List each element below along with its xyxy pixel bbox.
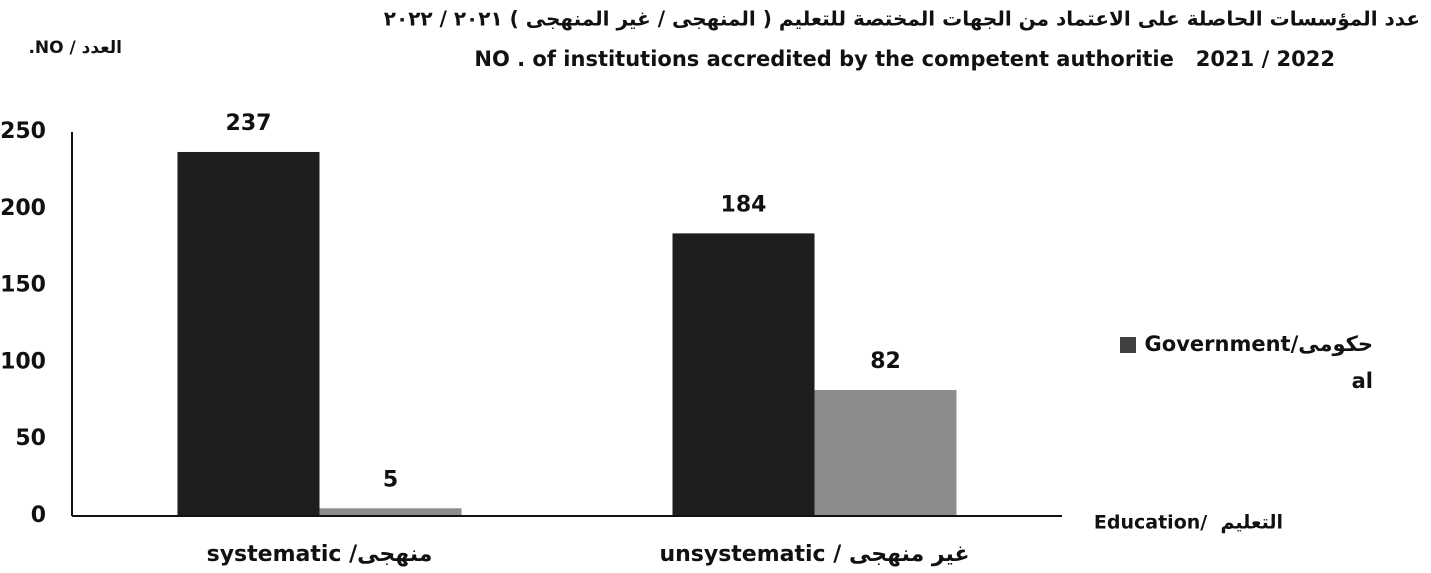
y-tick-label: 250: [0, 119, 46, 144]
data-label: 5: [383, 467, 398, 492]
legend-label-continuation: al: [1352, 369, 1373, 393]
bar: [814, 390, 957, 516]
data-label: 237: [226, 111, 272, 136]
y-tick-label: 200: [0, 196, 46, 221]
data-label: 82: [870, 349, 901, 374]
bar: [672, 233, 815, 516]
x-tick-label: منهجى/ systematic: [207, 542, 433, 567]
y-axis-label: العدد / NO.: [28, 38, 122, 58]
y-tick-label: 150: [0, 273, 46, 298]
bar: [319, 508, 462, 516]
y-tick-label: 0: [31, 503, 46, 528]
chart-title: عدد المؤسسات الحاصلة على الاعتماد من الج…: [384, 7, 1420, 31]
x-tick-label: غير منهجى / unsystematic: [659, 542, 969, 567]
data-label: 184: [721, 192, 767, 217]
legend-label: حكومى/Government: [1145, 332, 1373, 356]
bar: [177, 151, 320, 516]
y-tick-label: 50: [15, 426, 46, 451]
legend-swatch: [1120, 337, 1136, 353]
x-axis-label: التعليم /Education: [1094, 512, 1283, 534]
chart-subtitle: NO . of institutions accredited by the c…: [474, 47, 1335, 71]
y-tick-label: 100: [0, 349, 46, 374]
